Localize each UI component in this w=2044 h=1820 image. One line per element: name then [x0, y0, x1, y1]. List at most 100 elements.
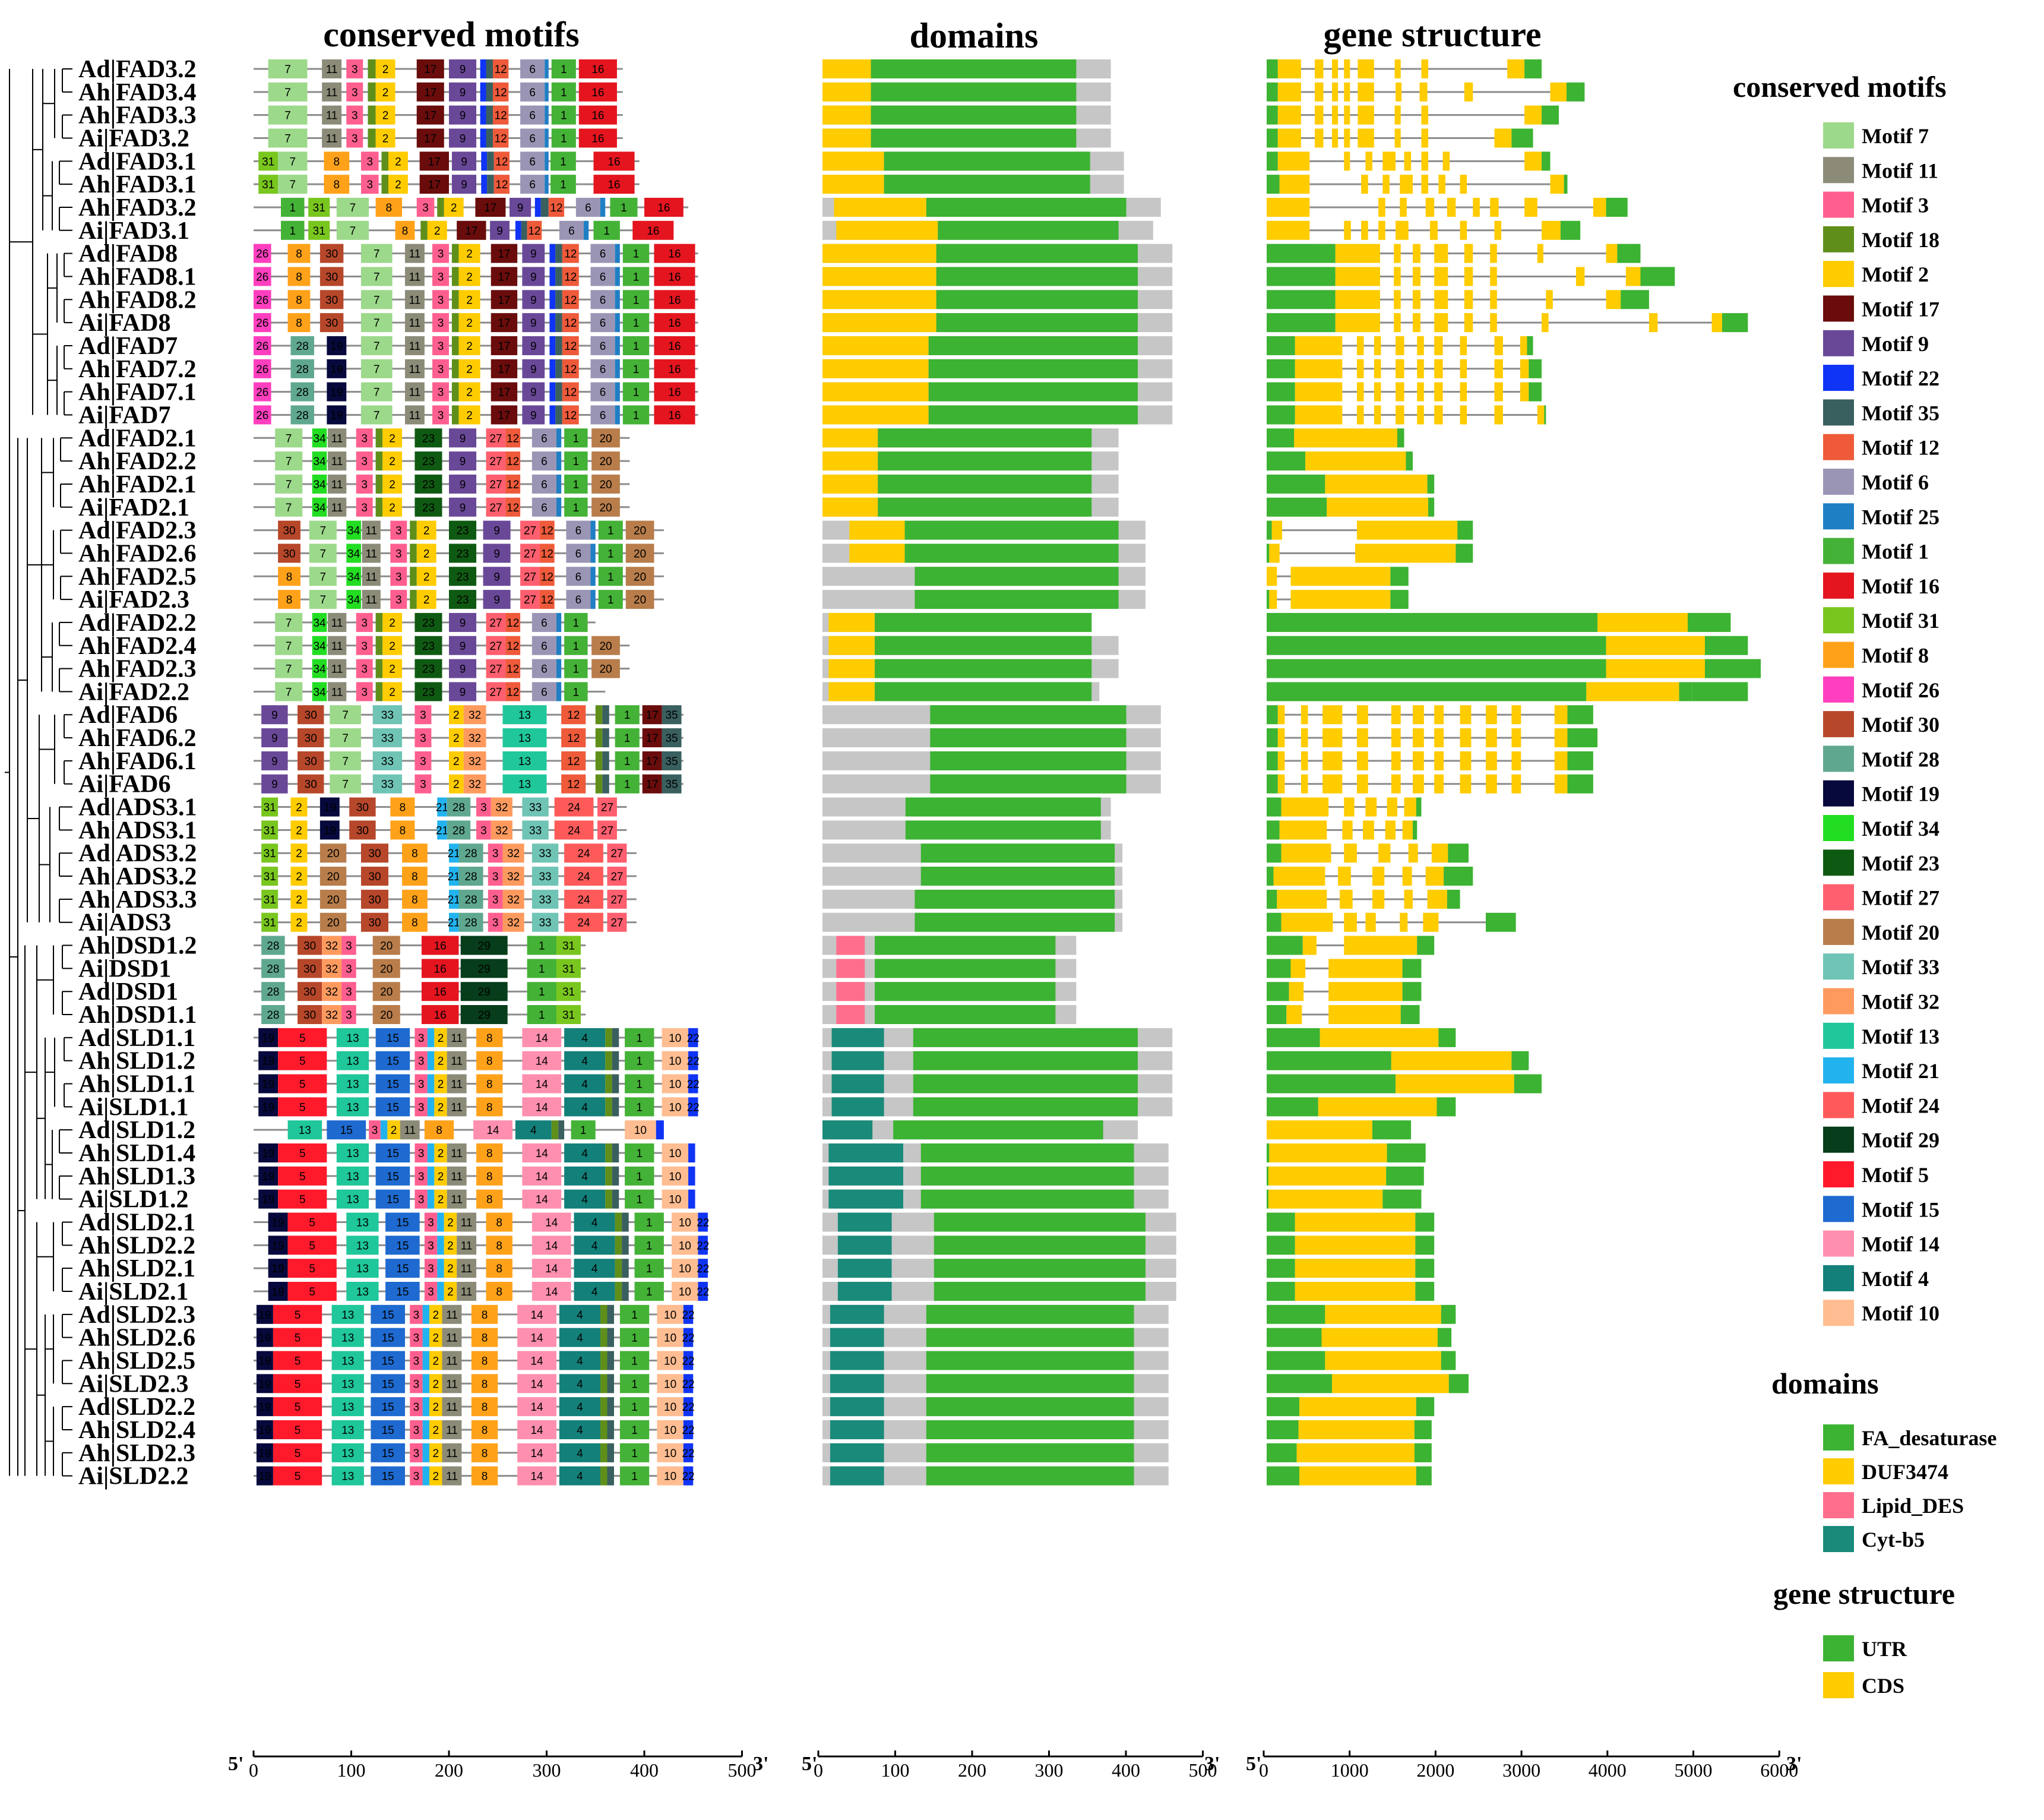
motif-11-label: 11 — [326, 110, 338, 122]
motif-25-box — [590, 590, 596, 609]
gene-name: |SLD1.4 — [110, 1140, 195, 1167]
motif-11-label: 11 — [365, 548, 377, 560]
motif-22-box — [549, 382, 556, 402]
motif-22-box — [688, 1189, 695, 1209]
fa-desaturase-domain — [920, 1143, 1134, 1163]
cds-block — [1606, 290, 1621, 309]
cds-block — [1442, 151, 1450, 171]
motif-8-box — [402, 867, 428, 886]
motif-21-label: 21 — [448, 917, 460, 930]
motif-4-box — [564, 1166, 606, 1186]
legend-motif-13-swatch — [1823, 1022, 1854, 1049]
motif-34-box — [312, 474, 327, 494]
motif-20-label: 20 — [599, 479, 612, 491]
motif-5-box — [278, 1074, 327, 1094]
motif-6-label: 6 — [541, 479, 548, 491]
motif-9-box — [451, 175, 477, 194]
motif-4-label: 4 — [577, 1448, 583, 1460]
cds-block — [1372, 889, 1385, 909]
motif-16-box — [654, 405, 695, 425]
motif-1-box — [622, 267, 650, 286]
motif-9-label: 9 — [496, 225, 503, 238]
motif-9-label: 9 — [460, 479, 466, 491]
motif-11-box — [362, 590, 381, 609]
utr-block — [1267, 128, 1278, 148]
motif-10-box — [662, 1051, 689, 1070]
motif-30-label: 30 — [305, 732, 317, 745]
legend-motif-29-label: Motif 29 — [1862, 1129, 1939, 1152]
motif-18-box — [605, 1097, 612, 1117]
motif-12-box — [493, 82, 509, 102]
cds-block — [1299, 1466, 1416, 1486]
gene-name: |SLD2.2 — [110, 1394, 195, 1421]
motif-11-label: 11 — [446, 1401, 458, 1414]
motif-13-box — [336, 1028, 369, 1047]
motif-panel: 7 11 3 2 17 9 12 6 1 167 11 3 2 17 9 12 6 1 167 11 3 2 17 9 12 6 1… — [254, 59, 709, 1486]
cds-block — [1277, 128, 1301, 148]
utr-block — [1485, 912, 1516, 932]
motif-23-label: 23 — [422, 617, 435, 630]
gene-label: Ad|SLD1.2 — [78, 1117, 195, 1144]
motif-3-box — [424, 1259, 438, 1278]
gene-name: |SLD2.1 — [110, 1209, 195, 1237]
motif-13-label: 13 — [356, 1286, 369, 1298]
motif-3-box — [432, 336, 449, 355]
motif-6-box — [531, 682, 556, 702]
motif-19-box — [327, 359, 347, 378]
motif-21-box — [437, 1236, 444, 1255]
motif-31-box — [261, 820, 279, 840]
fa-desaturase-domain — [915, 912, 1115, 932]
gene-tick-label: 4000 — [1589, 1759, 1627, 1781]
motif-2-label: 2 — [453, 756, 460, 768]
gene-label: Ah|SLD1.4 — [78, 1140, 195, 1167]
cyt-b5-domain — [830, 1443, 884, 1462]
motif-28-box — [458, 889, 483, 909]
motif-6-label: 6 — [568, 225, 575, 238]
motif-2-label: 2 — [389, 617, 395, 630]
cds-block — [1460, 774, 1472, 794]
motif-2-label: 2 — [466, 248, 473, 261]
motif-9-label: 9 — [530, 387, 537, 399]
legend-motif-3-label: Motif 3 — [1862, 194, 1929, 217]
motif-28-label: 28 — [267, 1009, 279, 1022]
motif-3-label: 3 — [492, 917, 499, 930]
utr-block — [1267, 451, 1306, 471]
motif-2-label: 2 — [466, 364, 473, 376]
motif-3-label: 3 — [420, 732, 426, 745]
motif-28-box — [261, 1005, 285, 1025]
motif-13-box — [336, 1097, 369, 1117]
gene-name: |SLD1.1 — [110, 1025, 195, 1052]
motif-3-box — [432, 359, 449, 378]
motif-24-box — [564, 889, 603, 909]
motif-4-label: 4 — [591, 1286, 598, 1298]
utr-block — [1567, 705, 1593, 725]
motif-16-label: 16 — [668, 248, 681, 261]
species-prefix: Ah — [78, 633, 110, 660]
motif-6-label: 6 — [529, 87, 536, 99]
motif-30-box — [349, 797, 376, 817]
cyt-b5-domain — [830, 1328, 884, 1347]
utr-block — [1448, 843, 1469, 863]
motif-2-box — [444, 1236, 457, 1255]
motif-8-box — [476, 1166, 503, 1186]
motif-3-label: 3 — [428, 1286, 434, 1298]
motif-7-label: 7 — [286, 502, 292, 514]
motif-18-box — [615, 1259, 622, 1278]
legend-motif-12-label: Motif 12 — [1862, 436, 1939, 460]
gene-label: Ah|FAD7.1 — [78, 379, 197, 406]
utr-block — [1390, 590, 1409, 609]
utr-block — [1267, 1259, 1295, 1278]
motif-30-box — [298, 705, 324, 725]
legend-motif-16-swatch — [1823, 572, 1854, 599]
fa-desaturase-domain — [884, 151, 1090, 171]
motif-3-label: 3 — [395, 548, 402, 560]
motif-1-box — [527, 959, 556, 978]
motif-8-label: 8 — [296, 248, 302, 261]
motif-2-box — [375, 105, 395, 125]
fa-desaturase-domain — [915, 590, 1119, 609]
motif-20-label: 20 — [599, 640, 612, 653]
motif-31-box — [556, 936, 581, 955]
domain-tick-label: 100 — [881, 1759, 910, 1781]
motif-19-label: 19 — [330, 340, 343, 353]
motif-5-label: 5 — [295, 1471, 301, 1483]
